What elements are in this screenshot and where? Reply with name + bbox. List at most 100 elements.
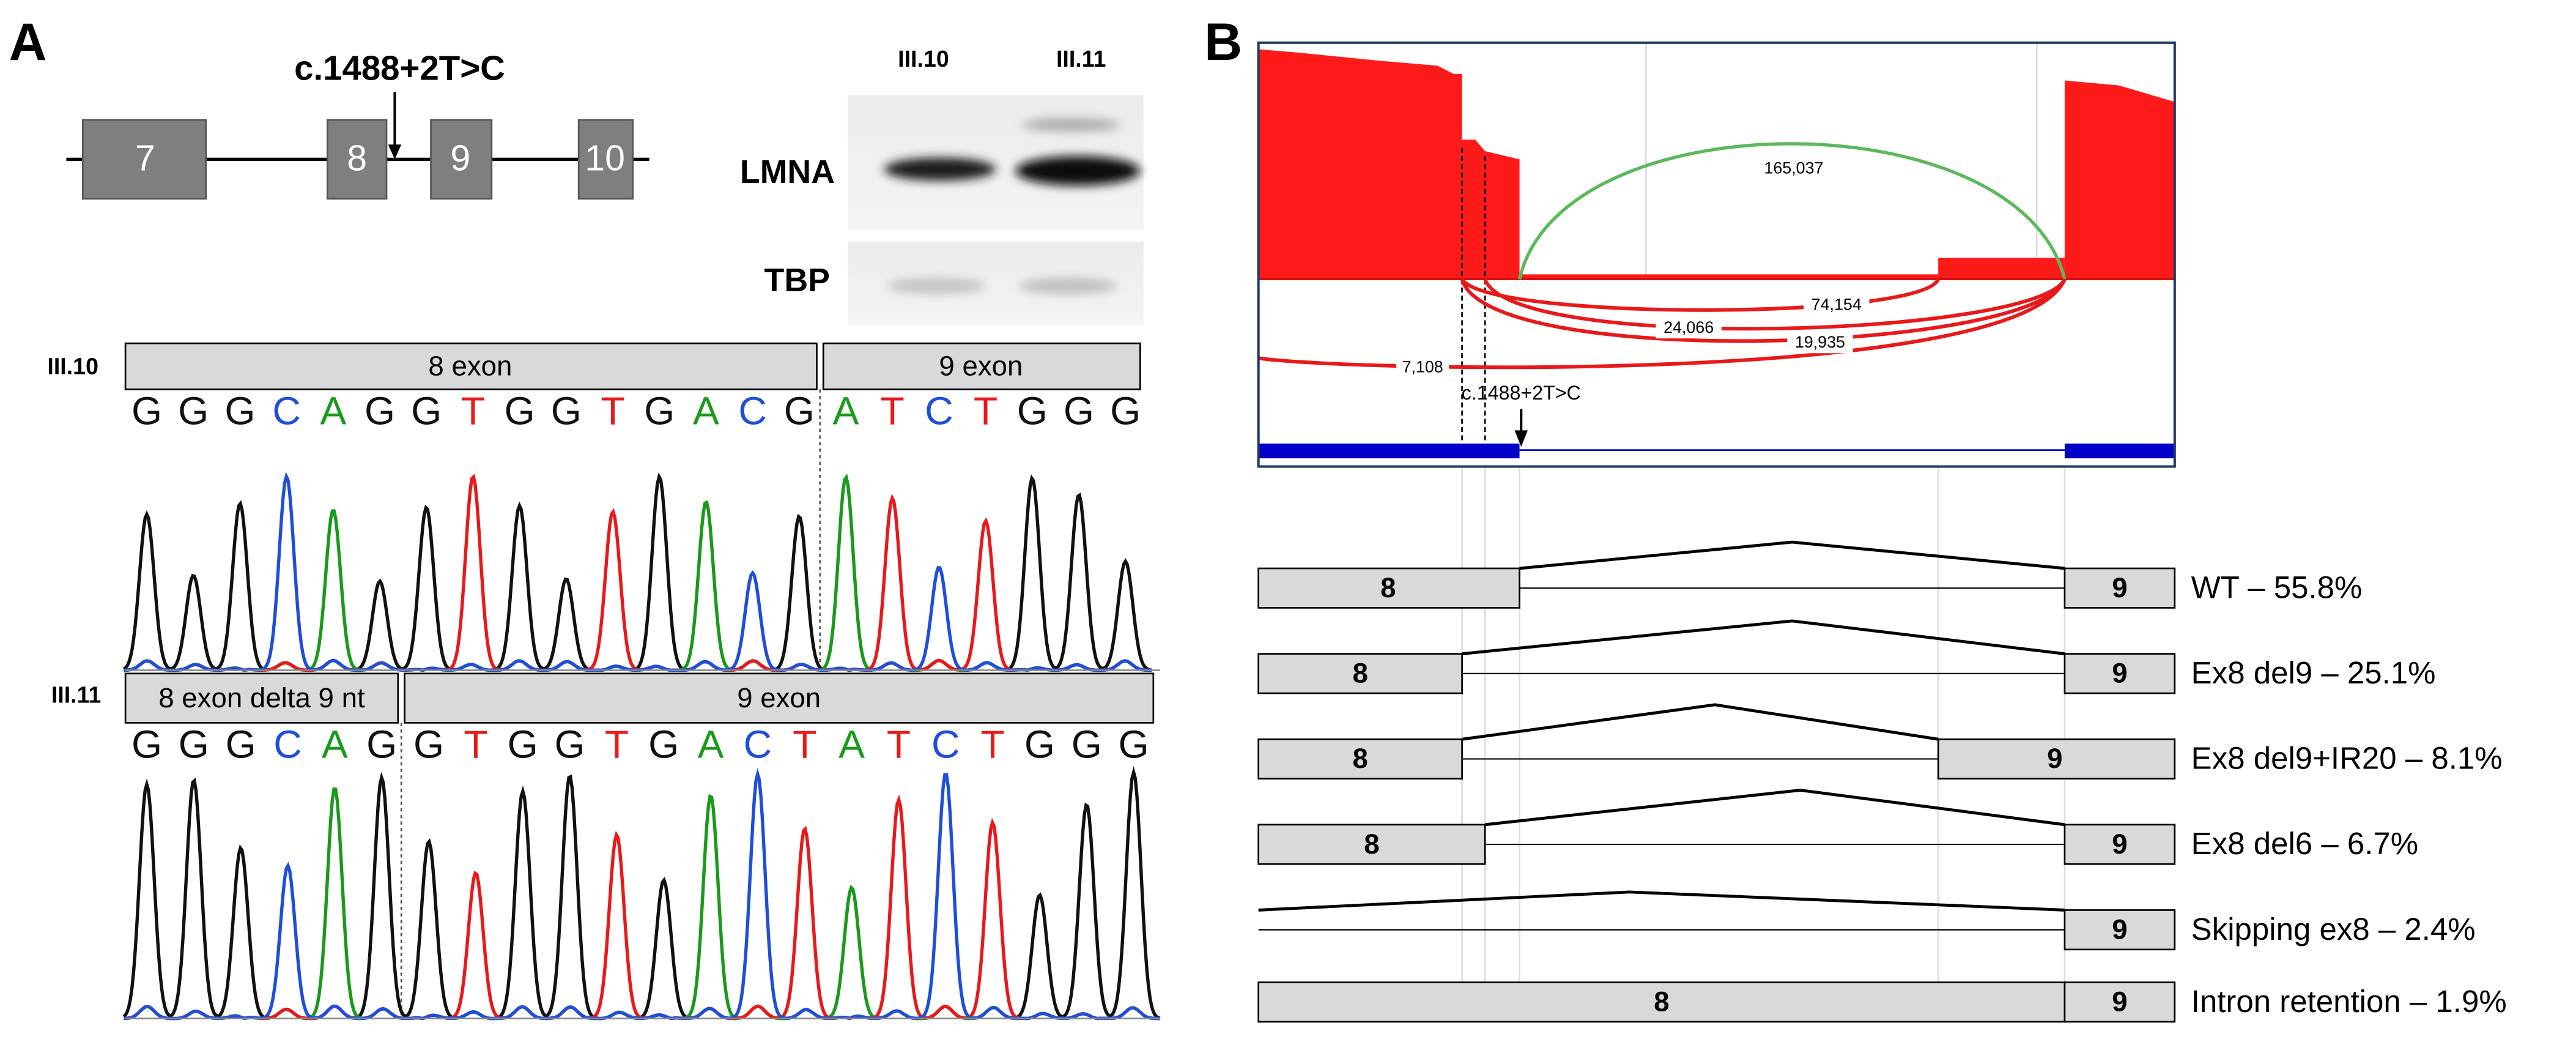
base-letter: G <box>1110 389 1141 433</box>
base-letter: C <box>272 389 301 433</box>
exon-label: 8 <box>1380 572 1396 603</box>
segment-label: 9 exon <box>939 350 1023 381</box>
trace <box>124 768 1160 1021</box>
isoform-label: Skipping ex8 – 2.4% <box>2191 912 2476 947</box>
arrow-head <box>388 144 402 160</box>
base-letter: G <box>179 723 209 767</box>
base-letter: C <box>744 723 772 767</box>
gene-exons <box>81 119 634 200</box>
junction-arc <box>1517 142 2067 280</box>
exon-box <box>577 119 634 200</box>
exon-label: 9 <box>2112 913 2127 945</box>
exon-label: 8 <box>1654 986 1669 1018</box>
gene-block <box>2064 443 2175 459</box>
trace <box>124 794 1160 1021</box>
coverage <box>1519 258 2065 280</box>
base-letter: G <box>784 389 815 433</box>
base-letter: G <box>226 723 256 767</box>
exon-box <box>2063 567 2176 609</box>
band <box>1015 156 1141 186</box>
base-letter: T <box>974 389 997 433</box>
base-letter: C <box>925 389 953 433</box>
lane-label: III.11 <box>1056 46 1106 72</box>
base-letter: G <box>1064 389 1094 433</box>
splice-chevron <box>1484 788 2065 827</box>
mutation-label: c.1488+2T>C <box>294 48 505 87</box>
base-letter: G <box>648 723 679 767</box>
panel-label: B <box>1204 13 1242 72</box>
base-letter: T <box>464 723 487 767</box>
base-letter: G <box>1071 723 1102 767</box>
segment-box <box>822 342 1141 390</box>
segment-box <box>124 672 399 724</box>
junction-label: 165,037 <box>1764 159 1823 177</box>
segment-label: 8 exon <box>428 350 512 381</box>
base-letter: G <box>1017 389 1048 433</box>
splice-chevron <box>1462 619 2065 655</box>
base-letter: A <box>833 389 859 433</box>
exon-label: 9 <box>2112 986 2127 1018</box>
base-letter: G <box>413 723 444 767</box>
base-letter: A <box>693 389 719 433</box>
isoform-label: Ex8 del9+IR20 – 8.1% <box>2191 741 2503 776</box>
base-letter: G <box>644 389 675 433</box>
base-letter: T <box>980 723 1004 767</box>
exon-box <box>81 119 207 200</box>
base-letter: T <box>601 389 624 433</box>
gene-block <box>1258 443 1520 459</box>
mutation-label: c.1488+2T>C <box>1462 382 1581 404</box>
segment-label: 9 exon <box>737 682 821 713</box>
exon-box <box>1257 981 2066 1023</box>
base-letter: T <box>887 723 911 767</box>
exon-box <box>2063 909 2176 951</box>
base-letter: G <box>178 389 209 433</box>
base-letter: G <box>1024 723 1055 767</box>
base-letter: G <box>508 723 538 767</box>
base-letter: T <box>605 723 629 767</box>
base-letter: G <box>365 389 395 433</box>
exon-label: 10 <box>585 138 625 179</box>
base-letter: C <box>273 723 302 767</box>
bands <box>884 118 1141 294</box>
band-label: TBP <box>764 262 830 299</box>
junction-arcs <box>1258 278 2067 370</box>
arrow-head <box>1514 430 1528 447</box>
exon-box <box>327 119 388 200</box>
base-letter: C <box>931 723 960 767</box>
isoform-label: Ex8 del6 – 6.7% <box>2191 826 2418 861</box>
base-letter: A <box>322 723 348 767</box>
isoforms: 8 9 WT – 55.8% 8 9 Ex8 del9 – 25.1% 8 9 Ex8 del9… <box>1257 540 2507 1023</box>
exon-box <box>2063 981 2176 1023</box>
exon-box <box>430 119 493 200</box>
dashed-lines <box>1461 147 1486 441</box>
sample-label: III.11 <box>51 682 102 707</box>
junction-label: 74,154 <box>1812 295 1862 313</box>
base-letter: G <box>411 389 442 433</box>
coverage <box>1462 140 1520 280</box>
exon-box <box>2063 653 2176 694</box>
band-label: LMNA <box>740 154 835 190</box>
trace <box>124 787 1160 1021</box>
isoform-label: Intron retention – 1.9% <box>2191 984 2507 1019</box>
exon-box <box>1257 653 1463 694</box>
band <box>1018 277 1117 294</box>
base-letter: G <box>551 389 582 433</box>
exon-label: 9 <box>2047 743 2062 774</box>
base-letter: A <box>698 723 724 767</box>
base-letter: G <box>1119 723 1149 767</box>
chromatograms: G G G C A G G T G G T G A C G A T C T G G GG G G C A G G T G G T G A C T A T C… <box>122 389 1161 1021</box>
splice-chevron <box>1258 890 2065 912</box>
band <box>884 157 996 181</box>
coverage <box>2064 80 2175 280</box>
splice-chevron <box>1462 703 1939 741</box>
exon-label: 9 <box>450 138 470 179</box>
base-letter: G <box>224 389 255 433</box>
base-letter: C <box>738 389 767 433</box>
exon-box <box>1257 567 1520 609</box>
exon-label: 8 <box>1352 743 1368 774</box>
exon-box <box>1257 738 1463 780</box>
base-letter: G <box>131 723 162 767</box>
exon-label: 7 <box>135 138 155 179</box>
exon-label: 9 <box>2112 572 2127 603</box>
